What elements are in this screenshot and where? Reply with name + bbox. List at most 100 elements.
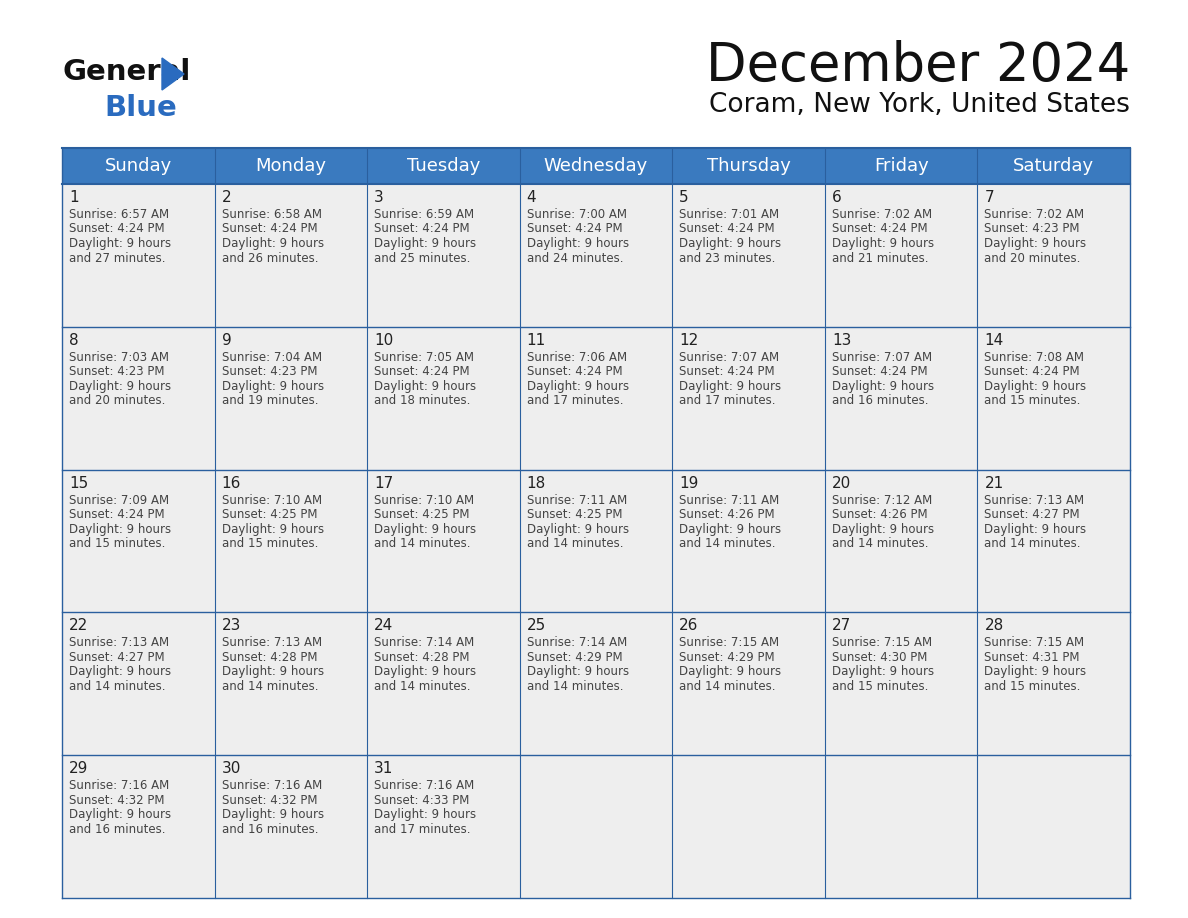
Bar: [62, 148, 1130, 184]
Text: Sunset: 4:28 PM: Sunset: 4:28 PM: [374, 651, 469, 664]
Text: Daylight: 9 hours: Daylight: 9 hours: [832, 237, 934, 250]
Text: and 14 minutes.: and 14 minutes.: [985, 537, 1081, 550]
Text: and 20 minutes.: and 20 minutes.: [985, 252, 1081, 264]
Bar: [824, 327, 978, 470]
Text: Daylight: 9 hours: Daylight: 9 hours: [69, 380, 171, 393]
Text: Sunset: 4:24 PM: Sunset: 4:24 PM: [374, 222, 469, 236]
Bar: [215, 327, 367, 470]
Text: Daylight: 9 hours: Daylight: 9 hours: [374, 808, 476, 822]
Text: Sunset: 4:29 PM: Sunset: 4:29 PM: [680, 651, 775, 664]
Text: Sunrise: 7:15 AM: Sunrise: 7:15 AM: [832, 636, 931, 649]
Bar: [62, 756, 215, 898]
Text: Sunrise: 7:10 AM: Sunrise: 7:10 AM: [222, 494, 322, 507]
Text: Coram, New York, United States: Coram, New York, United States: [709, 92, 1130, 118]
Text: 19: 19: [680, 476, 699, 490]
Text: Sunrise: 7:16 AM: Sunrise: 7:16 AM: [374, 779, 474, 792]
Text: Sunset: 4:31 PM: Sunset: 4:31 PM: [985, 651, 1080, 664]
Text: Sunrise: 7:05 AM: Sunrise: 7:05 AM: [374, 351, 474, 364]
Text: and 14 minutes.: and 14 minutes.: [374, 537, 470, 550]
Text: Sunset: 4:24 PM: Sunset: 4:24 PM: [374, 365, 469, 378]
Text: and 26 minutes.: and 26 minutes.: [222, 252, 318, 264]
Text: 4: 4: [526, 190, 536, 205]
Bar: [519, 756, 672, 898]
Bar: [978, 184, 1130, 327]
Bar: [672, 184, 824, 327]
Text: Thursday: Thursday: [707, 157, 790, 175]
Bar: [367, 612, 519, 756]
Text: and 14 minutes.: and 14 minutes.: [526, 537, 624, 550]
Text: 12: 12: [680, 333, 699, 348]
Text: Daylight: 9 hours: Daylight: 9 hours: [680, 380, 782, 393]
Text: December 2024: December 2024: [706, 40, 1130, 92]
Text: Sunrise: 7:14 AM: Sunrise: 7:14 AM: [374, 636, 474, 649]
Text: and 17 minutes.: and 17 minutes.: [374, 823, 470, 835]
Text: and 27 minutes.: and 27 minutes.: [69, 252, 165, 264]
Bar: [215, 184, 367, 327]
Text: 3: 3: [374, 190, 384, 205]
Text: and 23 minutes.: and 23 minutes.: [680, 252, 776, 264]
Bar: [824, 470, 978, 612]
Bar: [367, 327, 519, 470]
Text: Sunrise: 7:15 AM: Sunrise: 7:15 AM: [985, 636, 1085, 649]
Text: Daylight: 9 hours: Daylight: 9 hours: [222, 522, 323, 535]
Text: Sunrise: 7:15 AM: Sunrise: 7:15 AM: [680, 636, 779, 649]
Text: Sunrise: 7:02 AM: Sunrise: 7:02 AM: [832, 208, 931, 221]
Text: Sunset: 4:32 PM: Sunset: 4:32 PM: [222, 794, 317, 807]
Bar: [519, 184, 672, 327]
Text: Sunrise: 7:02 AM: Sunrise: 7:02 AM: [985, 208, 1085, 221]
Text: Sunset: 4:30 PM: Sunset: 4:30 PM: [832, 651, 927, 664]
Text: 13: 13: [832, 333, 852, 348]
Text: 8: 8: [69, 333, 78, 348]
Text: Sunrise: 7:04 AM: Sunrise: 7:04 AM: [222, 351, 322, 364]
Text: Sunset: 4:28 PM: Sunset: 4:28 PM: [222, 651, 317, 664]
Text: Sunrise: 7:12 AM: Sunrise: 7:12 AM: [832, 494, 933, 507]
Text: Sunrise: 7:08 AM: Sunrise: 7:08 AM: [985, 351, 1085, 364]
Text: Sunset: 4:29 PM: Sunset: 4:29 PM: [526, 651, 623, 664]
Text: 31: 31: [374, 761, 393, 777]
Text: 15: 15: [69, 476, 88, 490]
Text: Sunrise: 7:13 AM: Sunrise: 7:13 AM: [985, 494, 1085, 507]
Text: 27: 27: [832, 619, 851, 633]
Text: Sunset: 4:23 PM: Sunset: 4:23 PM: [69, 365, 164, 378]
Text: Tuesday: Tuesday: [406, 157, 480, 175]
Text: Daylight: 9 hours: Daylight: 9 hours: [222, 808, 323, 822]
Text: Sunset: 4:24 PM: Sunset: 4:24 PM: [832, 365, 928, 378]
Text: Sunrise: 6:57 AM: Sunrise: 6:57 AM: [69, 208, 169, 221]
Text: Sunrise: 7:07 AM: Sunrise: 7:07 AM: [832, 351, 931, 364]
Bar: [672, 470, 824, 612]
Text: Sunrise: 7:10 AM: Sunrise: 7:10 AM: [374, 494, 474, 507]
Text: 22: 22: [69, 619, 88, 633]
Bar: [62, 612, 215, 756]
Bar: [519, 612, 672, 756]
Bar: [519, 327, 672, 470]
Text: and 21 minutes.: and 21 minutes.: [832, 252, 928, 264]
Bar: [672, 327, 824, 470]
Text: Daylight: 9 hours: Daylight: 9 hours: [832, 380, 934, 393]
Text: Sunrise: 7:09 AM: Sunrise: 7:09 AM: [69, 494, 169, 507]
Text: 5: 5: [680, 190, 689, 205]
Text: and 19 minutes.: and 19 minutes.: [222, 395, 318, 408]
Text: Daylight: 9 hours: Daylight: 9 hours: [680, 237, 782, 250]
Bar: [62, 327, 215, 470]
Text: Sunset: 4:25 PM: Sunset: 4:25 PM: [222, 508, 317, 521]
Text: 7: 7: [985, 190, 994, 205]
Text: Sunset: 4:32 PM: Sunset: 4:32 PM: [69, 794, 164, 807]
Text: Daylight: 9 hours: Daylight: 9 hours: [526, 522, 628, 535]
Text: Sunrise: 7:07 AM: Sunrise: 7:07 AM: [680, 351, 779, 364]
Text: Daylight: 9 hours: Daylight: 9 hours: [69, 237, 171, 250]
Text: Sunrise: 7:11 AM: Sunrise: 7:11 AM: [526, 494, 627, 507]
Text: Sunset: 4:24 PM: Sunset: 4:24 PM: [69, 222, 165, 236]
Bar: [978, 756, 1130, 898]
Text: Daylight: 9 hours: Daylight: 9 hours: [680, 666, 782, 678]
Text: Sunrise: 7:16 AM: Sunrise: 7:16 AM: [222, 779, 322, 792]
Text: General: General: [62, 58, 190, 86]
Text: Sunrise: 6:58 AM: Sunrise: 6:58 AM: [222, 208, 322, 221]
Text: and 14 minutes.: and 14 minutes.: [680, 537, 776, 550]
Text: 9: 9: [222, 333, 232, 348]
Text: and 17 minutes.: and 17 minutes.: [680, 395, 776, 408]
Text: 20: 20: [832, 476, 851, 490]
Text: and 17 minutes.: and 17 minutes.: [526, 395, 624, 408]
Text: 23: 23: [222, 619, 241, 633]
Text: Sunset: 4:24 PM: Sunset: 4:24 PM: [222, 222, 317, 236]
Text: Sunset: 4:25 PM: Sunset: 4:25 PM: [374, 508, 469, 521]
